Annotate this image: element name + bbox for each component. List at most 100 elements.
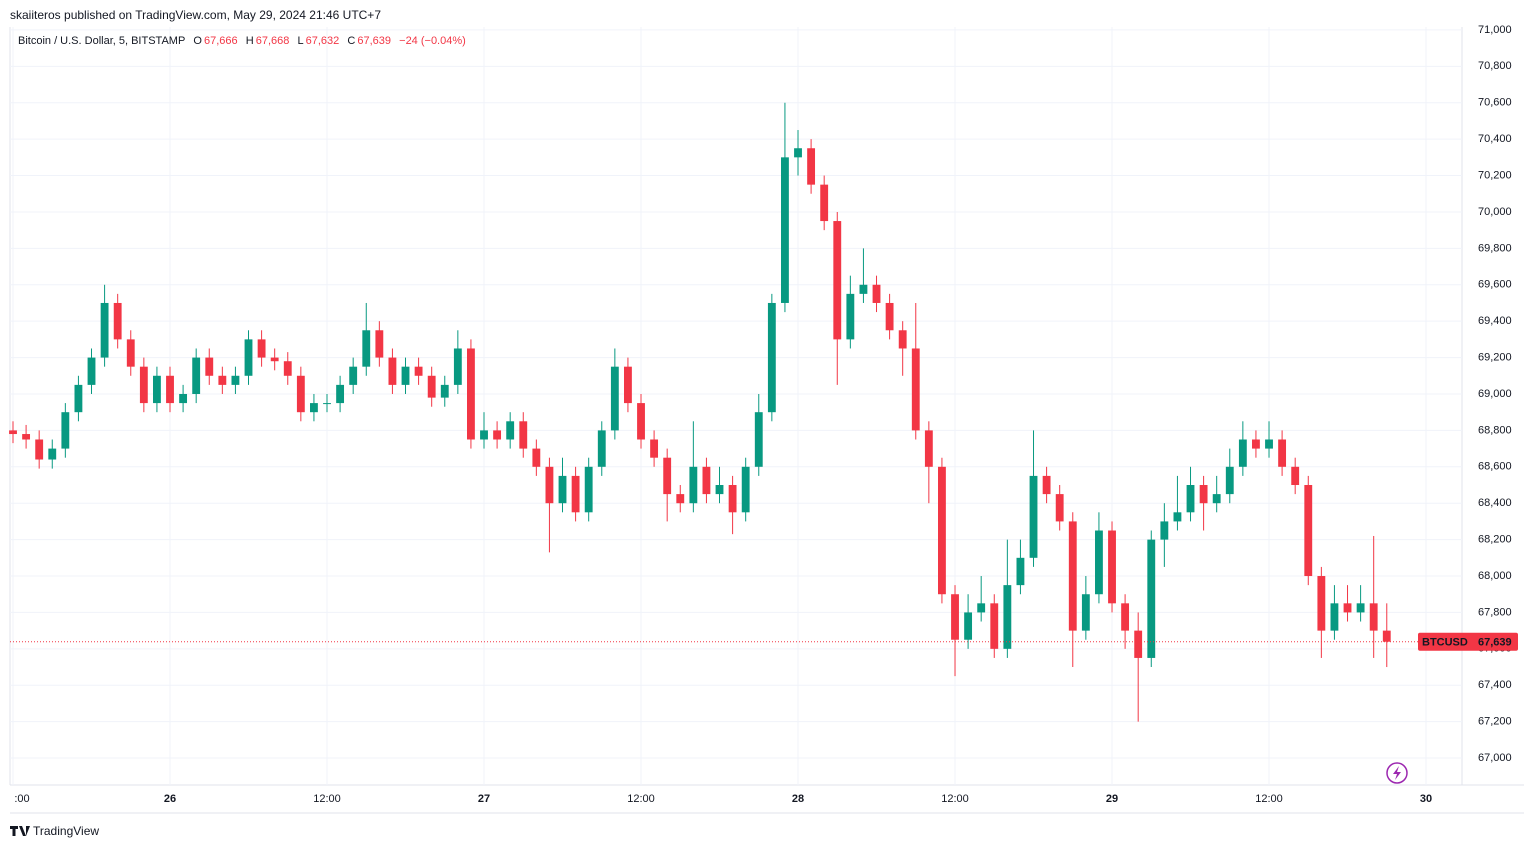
price-tag-value: 67,639 <box>1478 637 1512 649</box>
candle-body <box>1278 439 1287 467</box>
candle-body <box>807 148 816 185</box>
candle-body <box>1252 439 1260 449</box>
symbol: Bitcoin / U.S. Dollar, 5, BITSTAMP <box>18 35 186 47</box>
candle-body <box>637 403 645 440</box>
y-tick-label: 68,800 <box>1478 424 1512 436</box>
candle-body <box>833 221 842 340</box>
y-tick-label: 69,400 <box>1478 315 1512 327</box>
y-tick-label: 70,000 <box>1478 206 1512 218</box>
y-tick-label: 68,000 <box>1478 570 1512 582</box>
candle-body <box>414 366 423 376</box>
lightning-icon[interactable] <box>1386 762 1408 784</box>
candle-body <box>1304 485 1313 577</box>
candle-body <box>192 357 201 394</box>
y-tick-label: 70,600 <box>1478 97 1512 109</box>
candle-body <box>244 339 253 376</box>
candle-body <box>1291 466 1300 486</box>
candle-body <box>924 430 933 467</box>
y-tick-label: 67,800 <box>1478 606 1512 618</box>
y-tick-label: 69,800 <box>1478 242 1512 254</box>
candle-body <box>1199 485 1208 504</box>
candle-body <box>1330 603 1339 631</box>
price-tag <box>1418 632 1518 651</box>
price-tag-name: BTCUSD <box>1422 637 1468 649</box>
candle-body <box>22 434 31 440</box>
candle-body <box>624 366 632 404</box>
candle-body <box>1147 539 1156 658</box>
candle-body <box>427 375 436 398</box>
candle-body <box>166 375 174 404</box>
candle-body <box>820 184 829 222</box>
candle-body <box>1055 494 1064 522</box>
candle-body <box>231 375 240 385</box>
x-tick-label: 12:00 <box>941 793 969 805</box>
candle-body <box>1382 630 1391 642</box>
y-tick-label: 69,200 <box>1478 351 1512 363</box>
candle-body <box>218 375 227 385</box>
legend: Bitcoin / U.S. Dollar, 5, BITSTAMP O 67,6… <box>18 35 468 47</box>
candle-body <box>781 157 789 303</box>
y-tick-label: 67,000 <box>1478 752 1512 764</box>
legend-label: L <box>297 35 304 47</box>
candle-body <box>139 366 148 404</box>
candle-body <box>1369 603 1378 631</box>
candle-body <box>493 430 502 440</box>
candle-body <box>1238 439 1247 467</box>
y-tick-label: 67,200 <box>1478 716 1512 728</box>
candle-body <box>1068 521 1077 631</box>
candle-body <box>545 466 554 504</box>
candle-body <box>323 403 331 405</box>
candle-body <box>48 448 57 460</box>
y-tick-label: 71,000 <box>1478 24 1512 36</box>
candle-body <box>1265 439 1273 449</box>
candle-body <box>1029 475 1038 558</box>
candle-body <box>179 393 188 404</box>
candle-body <box>846 293 855 340</box>
candle-body <box>480 430 488 440</box>
candle-body <box>964 612 973 640</box>
candle-body <box>597 430 606 467</box>
x-tick-label: 26 <box>164 793 176 805</box>
candle-body <box>911 348 920 431</box>
y-tick-label: 69,000 <box>1478 388 1512 400</box>
legend-change: −24 (−0.04%) <box>399 35 466 47</box>
candle-body <box>558 475 567 504</box>
x-tick-label: 28 <box>792 793 804 805</box>
candle-body <box>1173 512 1182 522</box>
candle-body <box>270 357 279 362</box>
candle-body <box>1212 494 1221 504</box>
candle-body <box>349 366 358 385</box>
candle-body <box>310 403 318 413</box>
x-tick-label: 12:00 <box>313 793 341 805</box>
candle-body <box>113 302 122 340</box>
candle-body <box>872 284 881 303</box>
y-tick-label: 68,400 <box>1478 497 1512 509</box>
candle-body <box>1225 466 1234 495</box>
x-tick-label: 27 <box>478 793 490 805</box>
candle-body <box>336 384 345 404</box>
x-tick-label: 12:00 <box>627 793 655 805</box>
legend-value: 67,639 <box>357 35 392 47</box>
candle-body <box>754 412 763 467</box>
x-tick-label: :00 <box>14 793 29 805</box>
candle-body <box>467 348 475 440</box>
candle-body <box>1095 530 1103 595</box>
footer-brand: TradingView <box>33 824 100 838</box>
y-tick-label: 68,600 <box>1478 461 1512 473</box>
candle-body <box>1134 630 1143 658</box>
candle-body <box>1356 603 1365 613</box>
candle-body <box>938 466 946 595</box>
candle-body <box>584 466 593 513</box>
candle-body <box>663 457 672 495</box>
y-tick-label: 67,400 <box>1478 679 1512 691</box>
candle-body <box>283 361 292 376</box>
candle-body <box>650 439 659 458</box>
y-tick-label: 70,200 <box>1478 169 1512 181</box>
y-tick-label: 70,800 <box>1478 60 1512 72</box>
candle-body <box>1160 521 1169 540</box>
candle-body <box>87 357 96 385</box>
x-tick-label: 29 <box>1106 793 1118 805</box>
candle-body <box>153 375 161 404</box>
